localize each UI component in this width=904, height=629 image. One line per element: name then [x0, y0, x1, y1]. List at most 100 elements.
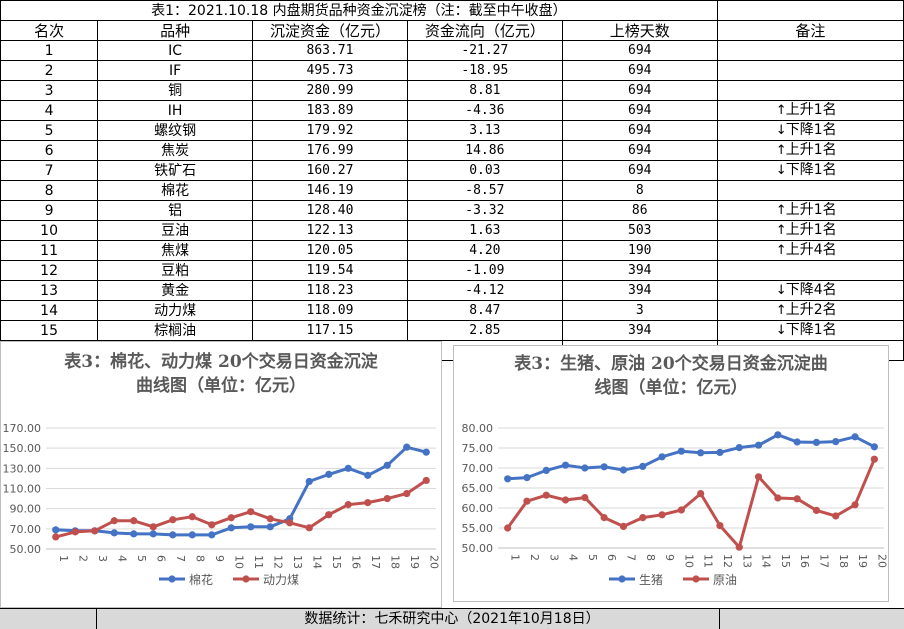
flow-cell: 2.85 — [406, 320, 563, 341]
commodity-cell-text: 动力煤 — [154, 302, 197, 319]
legend-label: 原油 — [713, 573, 737, 587]
commodity-cell: IC — [97, 40, 254, 61]
flow-cell: 8.81 — [406, 80, 563, 101]
days-cell: 694 — [561, 160, 718, 181]
capital-cell: 119.54 — [252, 260, 408, 281]
y-tick-label: 70.00 — [462, 462, 494, 475]
commodity-cell-text: 焦炭 — [161, 142, 190, 159]
flow-cell-text: 1.63 — [469, 223, 501, 238]
rank-cell-text: 14 — [40, 302, 58, 319]
data-point — [677, 506, 685, 514]
note-cell: ↑上升1名 — [716, 140, 904, 161]
table-title: 表1：2021.10.18 内盘期货品种资金沉淀榜（注：截至中午收盘） — [0, 0, 718, 21]
commodity-cell: 铜 — [97, 80, 254, 101]
data-point — [735, 543, 743, 551]
x-tick-label: 8 — [644, 554, 657, 561]
flow-cell: 4.20 — [406, 240, 563, 261]
data-point — [504, 475, 512, 483]
rank-cell-text: 2 — [44, 62, 54, 79]
x-tick-label: 6 — [154, 555, 167, 562]
note-text: 上升1名 — [785, 142, 837, 158]
note-text: 上升1名 — [785, 102, 837, 118]
data-point — [870, 455, 878, 463]
x-tick-label: 10 — [682, 554, 695, 568]
data-point — [266, 515, 274, 523]
x-tick-label: 20 — [875, 554, 888, 568]
x-tick-label: 9 — [663, 554, 676, 561]
note-text: 下降1名 — [785, 122, 837, 138]
commodity-cell-text: 铜 — [168, 82, 183, 99]
arrow-down-icon: ↓ — [775, 323, 787, 338]
rank-cell-text: 10 — [40, 222, 58, 239]
x-tick-label: 13 — [740, 554, 753, 568]
flow-cell: -1.09 — [406, 260, 563, 281]
commodity-cell: 螺纹钢 — [97, 120, 254, 141]
commodity-cell: IH — [97, 100, 254, 121]
commodity-cell-text: IF — [169, 62, 182, 79]
commodity-cell: 棕榈油 — [97, 320, 254, 341]
table-row: 8 棉花 146.19 -8.57 8 — [0, 180, 904, 201]
x-tick-label: 5 — [586, 554, 599, 561]
column-header: 备注 — [716, 20, 904, 41]
flow-cell: 3.13 — [406, 120, 563, 141]
capital-cell: 118.09 — [252, 300, 408, 321]
note-text: 上升4名 — [785, 242, 837, 258]
capital-cell-text: 176.99 — [306, 143, 354, 158]
y-tick-label: 50.00 — [462, 542, 494, 555]
data-point — [812, 438, 821, 446]
data-point — [793, 495, 801, 503]
days-cell-text: 394 — [628, 323, 652, 338]
days-cell-text: 503 — [628, 223, 652, 238]
rank-cell-text: 6 — [44, 142, 54, 159]
flow-cell: -3.32 — [406, 200, 563, 221]
x-tick-label: 3 — [96, 555, 109, 562]
arrow-up-icon: ↑ — [775, 143, 787, 158]
commodity-cell: 动力煤 — [97, 300, 254, 321]
note-cell — [716, 260, 904, 281]
data-point — [344, 501, 352, 509]
commodity-cell-text: 豆粕 — [161, 262, 190, 279]
footer-gridline — [96, 609, 97, 629]
note-cell: ↑上升4名 — [716, 240, 904, 261]
data-point — [325, 470, 333, 478]
data-point — [793, 438, 801, 446]
capital-cell-text: 183.89 — [306, 103, 354, 118]
x-tick-label: 17 — [369, 555, 382, 569]
days-cell-text: 694 — [628, 143, 652, 158]
days-cell: 694 — [561, 60, 718, 81]
data-point — [208, 521, 216, 529]
note-cell: ↓下降4名 — [716, 280, 904, 301]
data-point — [52, 533, 60, 541]
table-row: 13 黄金 118.23 -4.12 394 ↓下降4名 — [0, 280, 904, 301]
data-point — [383, 494, 391, 503]
data-point — [851, 433, 859, 441]
capital-cell-text: 117.15 — [306, 323, 354, 338]
data-point — [208, 531, 216, 539]
table-row: 3 铜 280.99 8.81 694 — [0, 80, 904, 101]
x-tick-label: 6 — [605, 554, 618, 561]
note-text: 下降1名 — [785, 322, 837, 338]
data-point — [247, 508, 255, 516]
rank-cell: 4 — [0, 100, 99, 121]
y-tick-label: 150.00 — [3, 442, 42, 455]
x-tick-label: 12 — [271, 555, 284, 569]
data-point — [504, 524, 512, 532]
capital-cell: 146.19 — [252, 180, 408, 201]
capital-cell-text: 863.71 — [306, 43, 354, 58]
note-cell — [716, 180, 904, 201]
flow-cell: -18.95 — [406, 60, 563, 81]
note-cell — [716, 40, 904, 61]
rank-cell: 8 — [0, 180, 99, 201]
flow-cell: -8.57 — [406, 180, 563, 201]
days-cell: 8 — [561, 180, 718, 201]
data-point — [130, 517, 138, 525]
note-cell: ↑上升1名 — [716, 220, 904, 241]
rank-cell: 6 — [0, 140, 99, 161]
x-tick-label: 2 — [76, 555, 89, 562]
flow-cell: 8.47 — [406, 300, 563, 321]
chart-panel-cotton-coal: 表3：棉花、动力煤 20个交易日资金沉淀 曲线图（单位：亿元） 170.00 15… — [0, 341, 442, 608]
commodity-cell: 豆油 — [97, 220, 254, 241]
commodity-cell-text: 焦煤 — [161, 242, 190, 259]
flow-cell-text: 2.85 — [469, 323, 501, 338]
